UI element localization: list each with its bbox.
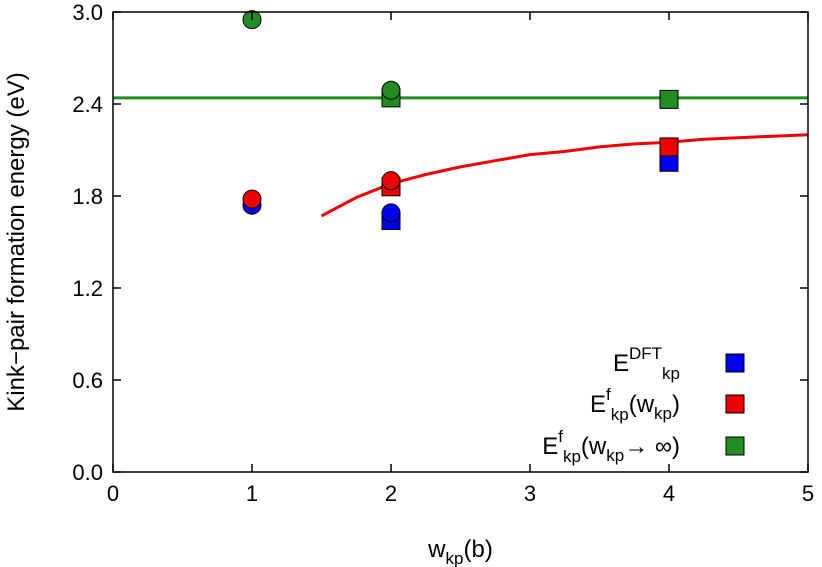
x-tick-label: 4	[663, 481, 675, 506]
legend-sub: kp	[662, 364, 680, 383]
legend-sup: f	[606, 385, 611, 404]
series-line-finite_fit	[320, 133, 809, 218]
circle-point-dft-1	[381, 203, 401, 223]
y-tick-label: 0.0	[72, 460, 103, 485]
x-label-sub: kp	[446, 549, 464, 567]
circle-point-infinite-1	[381, 80, 401, 100]
legend-entry-1: Efkp(wkp)	[590, 385, 745, 424]
legend-tail: (w	[629, 391, 655, 418]
plot-frame	[112, 11, 809, 473]
x-tick-label: 5	[802, 481, 814, 506]
legend-main: E	[613, 350, 629, 377]
legend-tail: (w	[581, 433, 607, 460]
legend-sub: kp	[563, 447, 581, 466]
legend-tail-end: → ∞)	[624, 433, 680, 460]
legend-tail-sub: kp	[606, 446, 624, 465]
legend-entry-0: EDFTkp	[613, 344, 745, 383]
legend-sub: kp	[611, 405, 629, 424]
y-tick-label: 1.8	[72, 184, 103, 209]
square-point-finite-1	[659, 137, 679, 157]
legend-label: EDFTkp	[613, 344, 680, 383]
x-label-tail: (b)	[463, 536, 492, 563]
legend-swatch	[725, 353, 745, 373]
circle-point-finite-1	[381, 171, 401, 191]
legend-swatch	[725, 394, 745, 414]
y-tick-label: 2.4	[72, 92, 103, 117]
circle-point-finite-0	[242, 189, 262, 209]
legend-sup: DFT	[629, 344, 662, 363]
axes: 0 1 2 3 4 5 0.0 0.6 1.2 1.8 2.4 3.0	[72, 0, 814, 506]
y-tick-label: 0.6	[72, 368, 103, 393]
y-axis-label: Kink−pair formation energy (eV)	[3, 72, 30, 412]
legend-main: E	[590, 391, 606, 418]
square-point-infinite-1	[659, 89, 679, 109]
legend-tail-end: )	[672, 391, 680, 418]
x-tick-label: 1	[246, 481, 258, 506]
legend-label: Efkp(wkp)	[590, 385, 680, 424]
legend-main: E	[542, 433, 558, 460]
x-tick-label: 2	[385, 481, 397, 506]
legend-entry-2: Efkp(wkp→ ∞)	[542, 427, 745, 466]
y-tick-label: 1.2	[72, 276, 103, 301]
legend-label: Efkp(wkp→ ∞)	[542, 427, 680, 466]
x-tick-label: 0	[107, 481, 119, 506]
legend-tail-sub: kp	[654, 404, 672, 423]
legend-swatch	[725, 436, 745, 456]
y-tick-label: 3.0	[72, 0, 103, 25]
x-tick-label: 3	[524, 481, 536, 506]
plot-area	[113, 10, 809, 231]
x-label-main: w	[427, 536, 446, 563]
x-axis-label: wkp(b)	[427, 536, 493, 567]
legend-sup: f	[558, 427, 563, 446]
